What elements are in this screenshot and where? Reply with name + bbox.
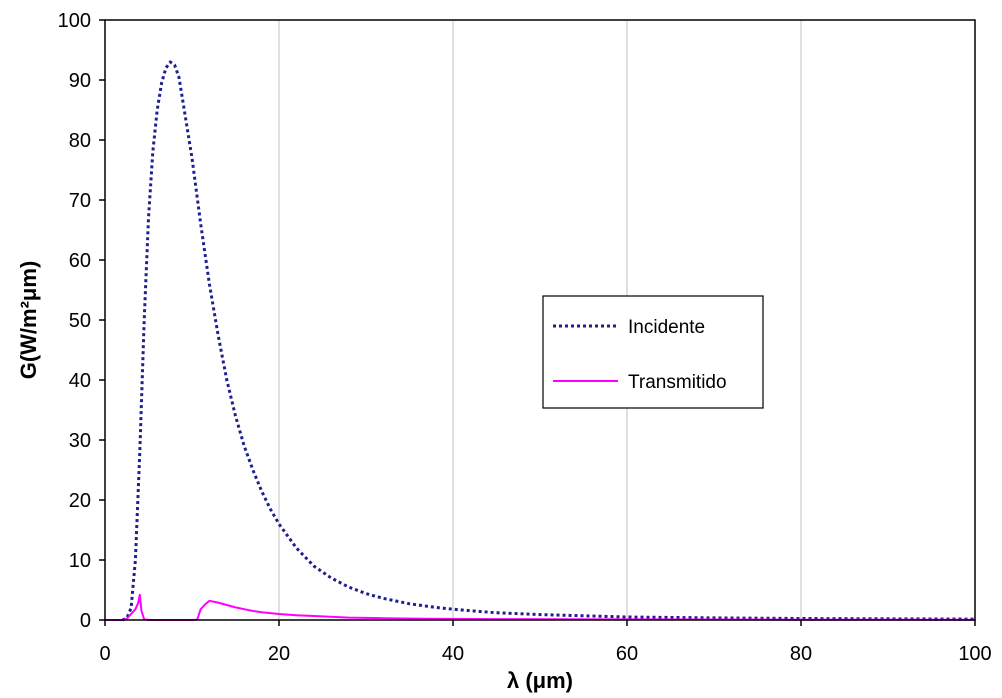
y-tick-label: 10: [69, 550, 91, 572]
y-tick-label: 0: [80, 610, 91, 632]
legend-label-incidente: Incidente: [628, 317, 705, 338]
y-tick-label: 90: [69, 70, 91, 92]
legend: Incidente Transmitido: [542, 295, 764, 409]
x-tick-label: 80: [790, 643, 812, 665]
legend-box: [542, 295, 764, 409]
legend-label-transmitido: Transmitido: [628, 372, 727, 393]
y-tick-label: 70: [69, 190, 91, 212]
y-tick-label: 30: [69, 430, 91, 452]
y-tick-label: 80: [69, 130, 91, 152]
y-tick-label: 40: [69, 370, 91, 392]
plot-area: [105, 20, 975, 620]
x-tick-label: 40: [442, 643, 464, 665]
y-tick-label: 100: [58, 10, 91, 32]
y-tick-label: 20: [69, 490, 91, 512]
tick-labels: 0 20 40 60 80 100 0 10 20 30 40 50 60 70 80 90 100: [58, 10, 992, 665]
x-tick-label: 0: [99, 643, 110, 665]
y-axis-title: G(W/m²μm): [16, 261, 41, 380]
series-line-transmitido: [105, 593, 976, 621]
x-tick-label: 100: [958, 643, 991, 665]
x-tick-label: 20: [268, 643, 290, 665]
series-layer: [105, 60, 976, 622]
x-axis-title: λ (μm): [507, 668, 573, 693]
y-tick-label: 60: [69, 250, 91, 272]
y-tick-label: 50: [69, 310, 91, 332]
x-tick-label: 60: [616, 643, 638, 665]
